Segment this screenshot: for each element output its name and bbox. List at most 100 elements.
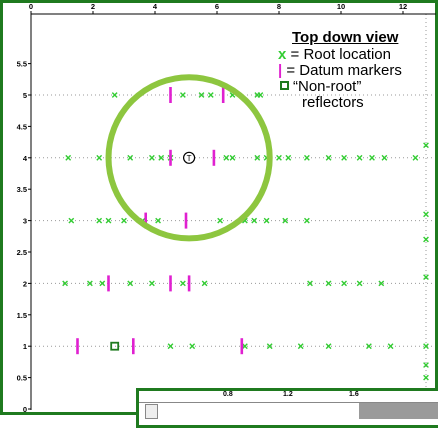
root-location-marker xyxy=(276,154,282,161)
root-location-marker xyxy=(254,154,261,161)
y-tick-label: 0 xyxy=(23,405,27,414)
root-location-marker xyxy=(356,154,363,161)
root-location-marker xyxy=(158,154,165,161)
root-location-marker xyxy=(325,343,332,350)
root-location-marker xyxy=(105,217,112,224)
root-location-marker xyxy=(201,280,208,287)
root-location-marker xyxy=(127,280,134,287)
root-location-marker xyxy=(341,154,347,161)
y-tick-label: 4 xyxy=(23,154,28,163)
legend-item-nonroot-line2: reflectors xyxy=(302,95,438,111)
y-tick-label: 2 xyxy=(23,279,27,288)
x-tick-label: 6 xyxy=(215,2,219,11)
inset-ruler-label: 1.6 xyxy=(349,391,359,398)
root-location-marker xyxy=(378,280,385,287)
root-location-marker xyxy=(65,154,72,161)
root-location-marker xyxy=(223,154,230,161)
legend-item-datum: | = Datum markers xyxy=(278,63,438,79)
root-location-marker xyxy=(96,217,103,224)
inset-window[interactable]: 0.8 1.2 1.6 xyxy=(136,388,438,428)
inset-scroll-button[interactable] xyxy=(145,404,158,419)
inset-ruler: 0.8 1.2 1.6 xyxy=(139,391,438,403)
y-tick-label: 5.5 xyxy=(17,60,27,69)
root-location-marker xyxy=(423,374,429,381)
root-location-marker xyxy=(423,343,429,350)
root-location-marker xyxy=(356,280,363,287)
legend-item-root: x = Root location xyxy=(278,47,438,63)
y-tick-label: 3.5 xyxy=(17,185,27,194)
root-location-marker xyxy=(155,217,161,224)
root-location-marker xyxy=(68,217,75,224)
x-tick-label: 2 xyxy=(91,2,95,11)
scatter-plot: 0 2 4 6 8 10 12 0 0.5 1 1.5 2 2.5 3 3.5 4 4.5 5 5.5 T xyxy=(17,2,436,414)
root-location-marker xyxy=(282,217,289,224)
root-location-marker xyxy=(189,343,196,350)
root-location-marker xyxy=(423,362,429,368)
root-location-marker xyxy=(307,280,313,287)
root-location-marker xyxy=(62,280,68,287)
y-tick-label: 3 xyxy=(23,217,27,226)
legend-label-root: = Root location xyxy=(290,46,391,63)
root-location-marker xyxy=(180,280,186,287)
root-location-marker xyxy=(229,154,236,161)
root-location-marker xyxy=(387,343,394,350)
root-location-marker xyxy=(207,92,214,98)
root-location-marker xyxy=(325,154,332,161)
root-location-marker xyxy=(217,217,223,224)
center-marker-label: T xyxy=(187,154,192,163)
root-location-marker xyxy=(121,217,127,224)
root-location-marker xyxy=(198,92,205,98)
overlay-layer: T xyxy=(105,74,273,242)
highlight-circle xyxy=(105,74,273,242)
root-location-marker xyxy=(149,154,155,161)
legend-label-nonroot-2: reflectors xyxy=(302,94,364,111)
center-marker-circle xyxy=(183,151,196,164)
root-location-marker xyxy=(381,154,388,161)
inset-ruler-label: 0.8 xyxy=(223,391,233,398)
y-tick-label: 0.5 xyxy=(17,374,27,383)
root-location-marker xyxy=(341,280,347,287)
root-location-marker xyxy=(251,217,258,224)
legend: Top down view x = Root location | = Datu… xyxy=(278,30,438,111)
x-marker-icon: x xyxy=(278,46,287,63)
grid-layer xyxy=(31,14,432,409)
non-root-reflector-marker xyxy=(110,341,120,351)
y-tick-label: 1.5 xyxy=(17,311,27,320)
root-location-marker xyxy=(266,343,273,350)
root-location-marker xyxy=(412,154,419,161)
x-tick-label: 0 xyxy=(29,2,33,11)
inset-ruler-label: 1.2 xyxy=(283,391,293,398)
root-location-marker xyxy=(149,280,155,287)
square-marker-icon xyxy=(280,81,289,90)
root-location-marker xyxy=(423,236,429,243)
root-location-marker xyxy=(423,211,429,218)
root-location-marker xyxy=(423,142,429,149)
root-location-marker xyxy=(127,154,134,161)
x-tick-label: 4 xyxy=(153,2,158,11)
root-location-marker xyxy=(285,154,292,161)
inset-gray-region xyxy=(359,403,438,419)
root-location-marker xyxy=(180,92,186,98)
x-tick-label: 10 xyxy=(337,2,345,11)
y-tick-label: 1 xyxy=(23,342,27,351)
root-location-marker xyxy=(369,154,375,161)
y-tick-label: 5 xyxy=(23,91,27,100)
root-location-marker xyxy=(99,280,106,287)
root-location-marker xyxy=(257,92,264,98)
marks-layer xyxy=(62,87,429,381)
root-location-marker xyxy=(96,154,103,161)
x-tick-label: 12 xyxy=(399,2,407,11)
root-location-marker xyxy=(304,217,310,224)
root-location-marker xyxy=(304,154,310,161)
root-location-marker xyxy=(366,343,372,350)
root-location-marker xyxy=(325,280,332,287)
root-location-marker xyxy=(242,343,248,350)
root-location-marker xyxy=(297,343,304,350)
legend-item-nonroot: “Non-root” xyxy=(278,79,438,95)
root-location-marker xyxy=(167,343,174,350)
legend-label-datum: = Datum markers xyxy=(286,62,402,79)
x-tick-label: 8 xyxy=(277,2,281,11)
y-tick-label: 4.5 xyxy=(17,122,27,131)
root-location-marker xyxy=(423,274,429,281)
root-location-marker xyxy=(87,280,93,287)
